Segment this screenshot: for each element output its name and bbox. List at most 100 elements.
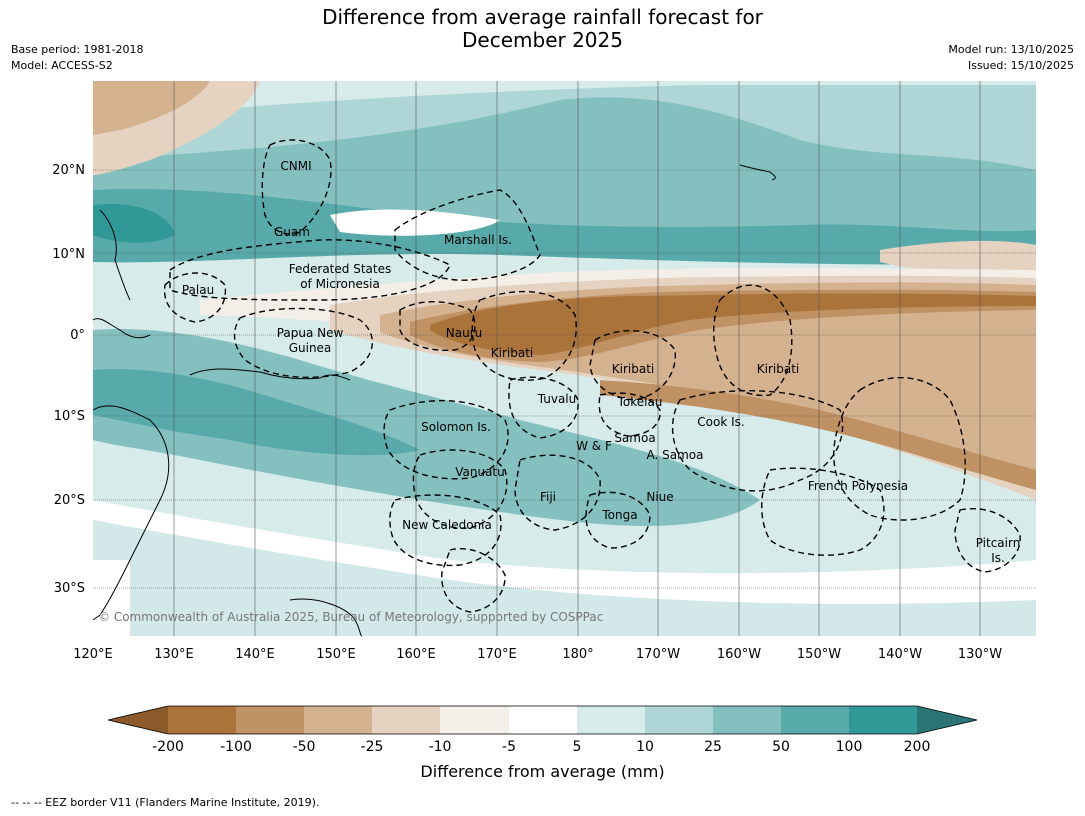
colorbar-tick: 25 xyxy=(704,739,722,755)
eez-tonga xyxy=(585,491,651,549)
title-line-1: Difference from average rainfall forecas… xyxy=(322,5,763,29)
colorbar-segment xyxy=(168,706,236,734)
place-pitcairn-line-2: Is. xyxy=(991,551,1005,565)
place-png-line-2: Guinea xyxy=(289,341,332,355)
colorbar-tick: -5 xyxy=(502,739,516,755)
colorbar: -200 -100 -50 -25 -10 -5 5 10 25 50 100 … xyxy=(107,705,978,755)
colorbar-segment xyxy=(509,706,577,734)
sw-wet-core xyxy=(93,369,420,456)
eez-french-polynesia-south xyxy=(761,467,885,556)
nz-coast xyxy=(289,598,363,637)
lon-label: 150°E xyxy=(316,647,356,662)
eez-png xyxy=(233,307,373,379)
lon-label: 170°E xyxy=(477,647,517,662)
colorbar-tick: -200 xyxy=(152,739,184,755)
colorbar-outline xyxy=(107,705,978,735)
colorbar-segment xyxy=(849,706,917,734)
lat-label: 10°N xyxy=(52,247,85,262)
colorbar-left-extension xyxy=(108,706,168,734)
colorbar-tick: 50 xyxy=(772,739,790,755)
hawaii-coast xyxy=(739,164,776,181)
place-kiribati-phoenix: Kiribati xyxy=(612,362,654,376)
eez-new-caledonia xyxy=(389,494,502,567)
place-kiribati-line: Kiribati xyxy=(757,362,799,376)
colorbar-tick: 100 xyxy=(836,739,863,755)
place-solomon: Solomon Is. xyxy=(421,420,491,434)
colorbar-segment xyxy=(713,706,781,734)
eez-french-polynesia-east xyxy=(833,377,966,521)
lat-label: 0° xyxy=(70,328,85,343)
place-kiribati-west: Kiribati xyxy=(491,346,533,360)
lon-label: 130°W xyxy=(958,647,1002,662)
lon-label: 160°W xyxy=(717,647,761,662)
lon-label: 150°W xyxy=(797,647,841,662)
place-tokelau: Tokelau xyxy=(617,395,663,409)
colorbar-segment xyxy=(236,706,304,734)
title-line-2: December 2025 xyxy=(462,28,623,52)
eez-kiribati-west xyxy=(471,290,577,381)
rainfall-field xyxy=(93,81,1036,636)
place-vanuatu: Vanuatu xyxy=(455,465,505,479)
nw-dry-core xyxy=(93,81,210,135)
place-png-line-1: Papua New xyxy=(277,326,344,340)
eez-vanuatu xyxy=(412,449,508,529)
place-tonga: Tonga xyxy=(601,508,637,522)
colorbar-segment xyxy=(440,706,509,734)
marshall-gap xyxy=(330,209,500,236)
model-run: Model run: 13/10/2025 xyxy=(948,43,1074,56)
place-cook: Cook Is. xyxy=(697,415,744,429)
latitude-labels: 20°N 10°N 0° 10°S 20°S 30°S xyxy=(52,163,85,596)
south-wet-fringe xyxy=(93,520,1036,636)
lon-label: 170°W xyxy=(636,647,680,662)
eez-fiji xyxy=(514,454,601,531)
model-name: Model: ACCESS-S2 xyxy=(11,59,113,72)
colorbar-segment xyxy=(577,706,645,734)
sw-wet-region xyxy=(93,329,760,526)
australia-coast xyxy=(92,405,170,621)
place-cnmi: CNMI xyxy=(280,159,311,173)
eez-palau xyxy=(163,272,227,323)
place-fsm-line-1: Federated States xyxy=(289,262,391,276)
lon-label: 130°E xyxy=(154,647,194,662)
ne-dry-patch xyxy=(880,240,1036,273)
meta-left: Base period: 1981-2018 Model: ACCESS-S2 xyxy=(11,42,143,74)
lon-label: 120°E xyxy=(73,647,113,662)
itcz-band xyxy=(93,189,1036,265)
eez-kiribati-phoenix xyxy=(589,330,676,401)
longitude-labels: 120°E 130°E 140°E 150°E 160°E 170°E 180°… xyxy=(73,647,1002,662)
lat-label: 30°S xyxy=(54,581,85,596)
lat-label: 20°S xyxy=(54,493,85,508)
spcz-dry-band xyxy=(600,380,1036,490)
eez-marshall xyxy=(394,189,541,281)
eez-kiribati-line xyxy=(713,284,793,397)
colorbar-segment xyxy=(645,706,713,734)
lon-label: 140°W xyxy=(878,647,922,662)
lat-label: 10°S xyxy=(54,409,85,424)
lon-label: 140°E xyxy=(235,647,275,662)
place-new-caledonia: New Caledonia xyxy=(402,518,492,532)
place-samoa: Samoa xyxy=(614,431,655,445)
lon-label: 160°E xyxy=(396,647,436,662)
colorbar-right-extension xyxy=(917,706,977,734)
place-tuvalu: Tuvalu xyxy=(537,392,577,406)
eez-tuvalu xyxy=(508,376,579,439)
issued-date: Issued: 15/10/2025 xyxy=(967,59,1074,72)
footnote: -- -- -- EEZ border V11 (Flanders Marine… xyxy=(11,796,320,809)
graticule xyxy=(93,81,1036,636)
base-period: Base period: 1981-2018 xyxy=(11,43,144,56)
colorbar-tick: -50 xyxy=(293,739,316,755)
place-labels: CNMI Guam Marshall Is. Federated States … xyxy=(182,159,1020,565)
colorbar-tick: 5 xyxy=(573,739,582,755)
meta-right: Model run: 13/10/2025 Issued: 15/10/2025 xyxy=(948,42,1074,74)
place-guam: Guam xyxy=(274,225,310,239)
colorbar-title: Difference from average (mm) xyxy=(420,762,665,781)
colorbar-tick: -10 xyxy=(429,739,452,755)
eez-fsm xyxy=(169,239,451,301)
colorbar-segment xyxy=(372,706,440,734)
colorbar-tick: 200 xyxy=(904,739,931,755)
place-niue: Niue xyxy=(646,490,673,504)
borneo-coast xyxy=(92,318,151,339)
copyright-text: © Commonwealth of Australia 2025, Bureau… xyxy=(98,610,603,624)
colorbar-segment xyxy=(781,706,849,734)
